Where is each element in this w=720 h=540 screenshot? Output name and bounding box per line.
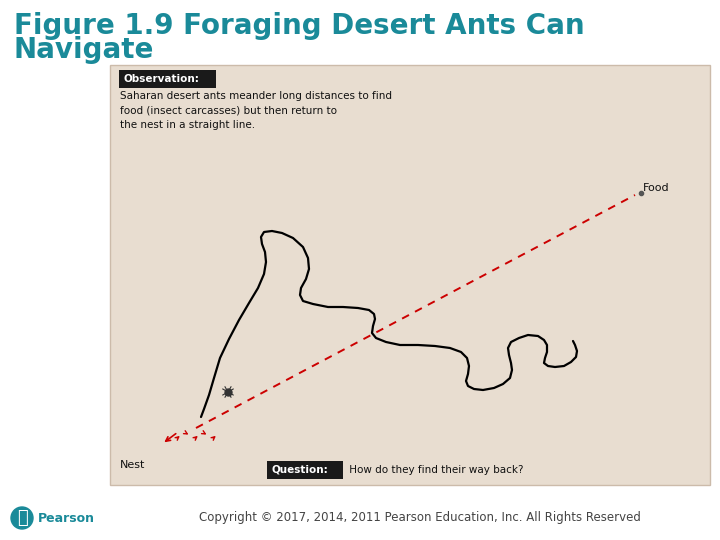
Text: Saharan desert ants meander long distances to find
food (insect carcasses) but t: Saharan desert ants meander long distanc… — [120, 91, 392, 130]
Text: Pearson: Pearson — [38, 511, 95, 524]
FancyBboxPatch shape — [110, 65, 710, 485]
Text: Food: Food — [643, 183, 670, 193]
FancyBboxPatch shape — [267, 461, 343, 479]
Text: Nest: Nest — [120, 460, 145, 470]
Circle shape — [11, 507, 33, 529]
Text: Ⓟ: Ⓟ — [17, 509, 27, 527]
Text: Question:: Question: — [272, 465, 329, 475]
Text: Observation:: Observation: — [124, 74, 200, 84]
Text: Copyright © 2017, 2014, 2011 Pearson Education, Inc. All Rights Reserved: Copyright © 2017, 2014, 2011 Pearson Edu… — [199, 511, 641, 524]
Text: Figure 1.9 Foraging Desert Ants Can: Figure 1.9 Foraging Desert Ants Can — [14, 12, 585, 40]
Text: How do they find their way back?: How do they find their way back? — [346, 465, 523, 475]
FancyBboxPatch shape — [119, 70, 216, 88]
Text: Navigate: Navigate — [14, 36, 154, 64]
